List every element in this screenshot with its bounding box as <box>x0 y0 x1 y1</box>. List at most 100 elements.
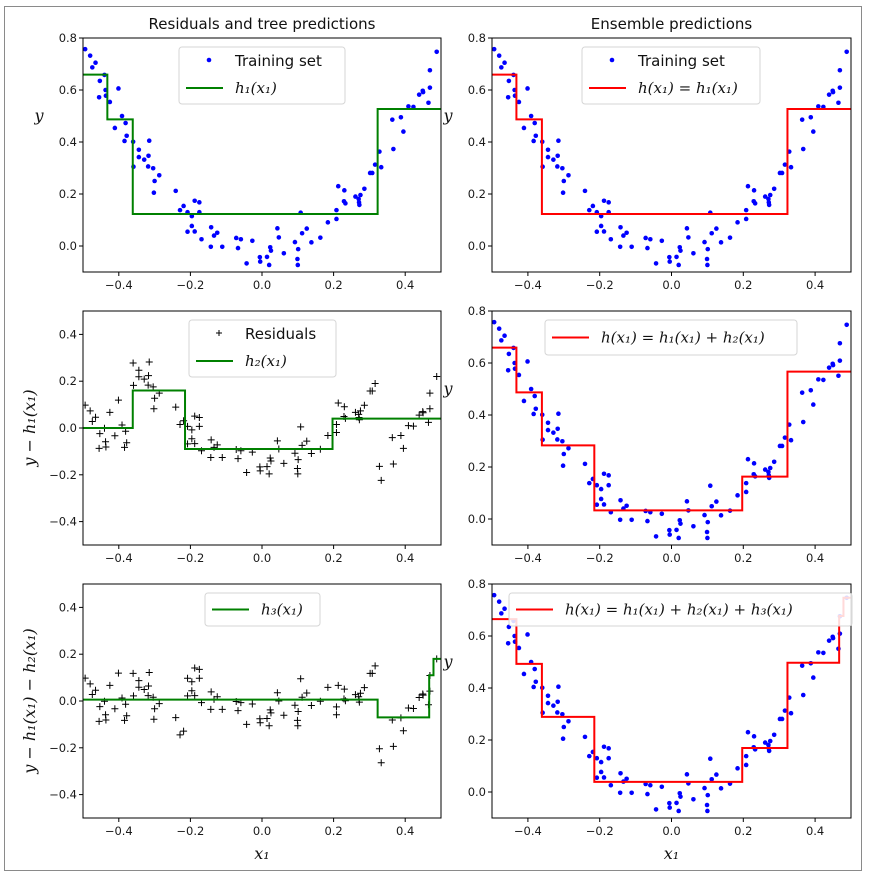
data-point <box>434 49 440 55</box>
data-point <box>545 147 551 153</box>
data-point <box>735 766 740 771</box>
residual-point <box>150 715 158 723</box>
data-point <box>276 235 282 240</box>
data-point <box>691 523 696 529</box>
y-tick-label: 0.2 <box>59 374 77 388</box>
residual-point <box>207 436 215 444</box>
residual-point <box>145 358 153 366</box>
residual-point <box>243 468 251 476</box>
data-point <box>295 256 300 262</box>
prediction-step-line <box>83 389 441 451</box>
data-point <box>531 411 536 417</box>
data-point <box>821 650 826 656</box>
data-point <box>705 792 711 798</box>
data-point <box>197 200 202 205</box>
data-point <box>836 373 841 379</box>
residual-point <box>96 430 104 438</box>
x-tick-label: 0.2 <box>324 824 342 838</box>
residual-point <box>256 719 264 727</box>
data-point <box>145 164 151 169</box>
residual-point <box>360 684 368 692</box>
data-point <box>533 133 539 139</box>
data-point <box>506 78 512 84</box>
residual-point <box>265 722 273 730</box>
data-point <box>601 744 607 750</box>
x-axis-label: x₁ <box>664 844 679 863</box>
data-point <box>505 94 511 100</box>
data-point <box>771 186 777 192</box>
data-point <box>691 796 696 802</box>
data-point <box>709 776 715 782</box>
subplot-residuals-1: Residuals and tree predictions −0.4 −0.2 0.… <box>33 15 442 292</box>
data-point <box>808 388 814 393</box>
data-point <box>521 671 527 677</box>
data-point <box>743 489 749 495</box>
legend: Training set h(x₁) = h₁(x₁) <box>581 46 761 105</box>
data-point <box>645 518 650 524</box>
residual-point <box>95 717 103 725</box>
residual-point <box>106 408 114 416</box>
residual-point <box>340 685 348 693</box>
subplot-title: Residuals and tree predictions <box>149 15 376 33</box>
data-point <box>601 198 607 204</box>
data-point <box>96 94 102 100</box>
residual-point <box>207 453 215 461</box>
residual-point <box>176 731 184 739</box>
subplot-ensemble-1: Ensemble predictions −0.4 −0.2 0.0 0.2 0.4 0.0… <box>442 15 852 292</box>
residual-point <box>129 381 137 389</box>
y-tick-label: 0.2 <box>59 647 77 661</box>
data-point <box>123 120 128 126</box>
residual-point <box>188 426 196 434</box>
data-point <box>427 67 433 73</box>
data-point <box>709 503 715 509</box>
data-point <box>702 239 707 245</box>
residual-point <box>275 697 283 705</box>
data-point <box>156 172 162 178</box>
data-point <box>788 437 794 443</box>
data-point <box>119 113 125 119</box>
data-point <box>601 229 607 234</box>
residual-point <box>123 439 131 447</box>
data-point <box>702 785 707 791</box>
y-tick-label: 0.0 <box>59 421 77 435</box>
y-axis-label: y − h₁(x₁) <box>20 389 39 467</box>
data-point <box>826 638 832 643</box>
prediction-step-line <box>83 657 441 719</box>
residual-point <box>297 423 305 431</box>
data-point <box>505 367 511 373</box>
x-tick-label: 0.2 <box>734 551 752 565</box>
y-tick-label: 0.0 <box>59 694 77 708</box>
data-point <box>122 138 127 144</box>
y-tick-label: 0.8 <box>468 31 486 45</box>
y-tick-label: 0.2 <box>468 187 486 201</box>
data-point <box>816 104 821 109</box>
x-tick-label: −0.4 <box>105 551 133 565</box>
y-axis-label: y <box>33 106 44 125</box>
residual-point <box>291 449 299 457</box>
data-point <box>617 244 623 250</box>
data-point <box>238 236 244 242</box>
x-tick-label: −0.4 <box>514 824 542 838</box>
data-point <box>766 469 771 475</box>
x-tick-label: 0.2 <box>734 824 752 838</box>
data-point <box>192 198 197 204</box>
residual-point <box>155 700 163 708</box>
y-tick-label: 0.2 <box>59 187 77 201</box>
data-point <box>244 261 249 266</box>
data-point <box>594 482 600 488</box>
residual-point <box>129 692 137 700</box>
data-point <box>771 459 777 465</box>
data-point <box>561 724 567 730</box>
data-point <box>684 772 690 777</box>
residual-point <box>243 720 251 728</box>
data-point <box>704 529 710 535</box>
data-point <box>295 262 301 268</box>
residual-point <box>294 708 302 716</box>
data-point <box>678 248 683 253</box>
data-point <box>837 340 843 346</box>
data-point <box>799 117 805 122</box>
data-point <box>800 419 806 425</box>
residual-point <box>419 691 427 699</box>
data-point <box>735 220 740 225</box>
data-point <box>150 165 156 171</box>
